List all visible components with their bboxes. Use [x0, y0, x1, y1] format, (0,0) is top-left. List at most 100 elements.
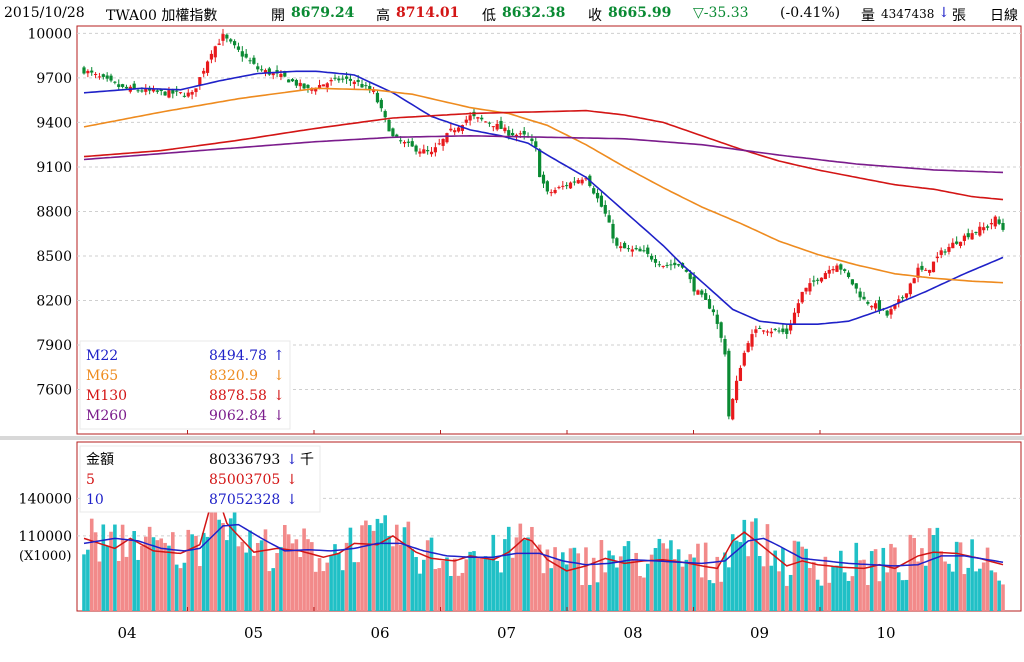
volume-bar [337, 553, 341, 611]
volume-bar [429, 537, 434, 611]
candle-body [819, 277, 824, 282]
candle-body [317, 85, 322, 89]
volume-bar [360, 525, 364, 611]
x-tick-label: 06 [370, 624, 389, 642]
candle-body [422, 149, 426, 154]
candle-body [970, 233, 974, 240]
volume-bar [530, 526, 534, 611]
candle-body [607, 215, 611, 223]
candle-body [808, 283, 812, 292]
volume-bar [375, 518, 380, 611]
volume-legend-arrow: ↓ [286, 492, 298, 508]
candle-body [476, 117, 480, 119]
volume-bar [310, 542, 314, 611]
volume-bar [526, 537, 530, 611]
candle-body [831, 269, 835, 271]
candle-body [545, 181, 549, 192]
candle-body [186, 92, 190, 97]
volume-bar [82, 554, 86, 611]
candle-body [321, 84, 326, 87]
volume-bar [433, 569, 438, 611]
volume-bar [155, 540, 160, 611]
candle-body [638, 248, 642, 252]
volume-bar [116, 560, 121, 611]
volume-bar [445, 557, 449, 611]
volume-bar [205, 536, 210, 611]
candle-body [707, 299, 712, 309]
volume-bar [703, 542, 708, 611]
candle-body [619, 246, 623, 249]
candle-body [82, 67, 86, 74]
volume-bars [82, 481, 1005, 611]
volume-bar [186, 529, 191, 611]
volume-bar [93, 532, 98, 611]
candle-body [947, 246, 951, 252]
candle-body [279, 73, 283, 77]
volume-bar [344, 542, 349, 611]
candle-body [271, 73, 275, 76]
candle-body [437, 143, 441, 145]
candle-body [263, 70, 268, 74]
candle-body [901, 297, 905, 299]
candle-body [812, 280, 816, 282]
candle-body [136, 90, 140, 92]
volume-bar [143, 536, 148, 611]
volume-bar [634, 552, 638, 611]
volume-bar [495, 560, 499, 611]
volume-bar [700, 577, 704, 611]
legend-name-m260: M260 [86, 408, 127, 424]
price-legend: M22 8494.78 ↑ M65 8320.9 ↓ M130 8878.58 ↓ M260 906… [79, 340, 291, 430]
candle-body [993, 216, 997, 227]
volume-bar [873, 549, 878, 611]
candle-body [870, 305, 874, 308]
volume-bar [618, 556, 623, 611]
volume-bar [680, 566, 685, 611]
candle-body [121, 84, 125, 87]
volume-bar [97, 561, 102, 611]
volume-bar [626, 541, 631, 611]
volume-bar [657, 538, 662, 611]
candle-body [468, 115, 472, 121]
candle-body [561, 185, 565, 187]
candle-body [653, 259, 658, 263]
volume-bar [545, 549, 550, 611]
candle-body [364, 85, 368, 87]
candle-body [781, 328, 785, 333]
volume-bar [962, 574, 967, 611]
candle-body [646, 247, 650, 254]
volume-legend-value: 87052328 [209, 492, 280, 508]
change-value: ▽-35.33 [693, 5, 749, 21]
price-tick-label: 10000 [27, 26, 72, 42]
volume-bar [665, 548, 669, 611]
period-label[interactable]: 日線 [990, 8, 1018, 24]
candle-body [140, 90, 144, 92]
candle-body [368, 85, 372, 91]
volume-bar [437, 568, 442, 611]
candle-body [117, 84, 121, 87]
volume-legend: 金額 80336793 ↓ 千5 85003705 ↓10 87052328 ↓ [79, 445, 321, 513]
candle-body [360, 83, 364, 88]
volume-bar [923, 565, 928, 611]
candle-body [746, 343, 750, 352]
candle-body [426, 150, 430, 152]
ma-line-m65 [83, 87, 1004, 284]
volume-bar [978, 568, 982, 611]
volume-bar [244, 552, 248, 611]
volume-bar [549, 568, 554, 611]
volume-bar [591, 557, 596, 611]
candle-body [383, 111, 387, 118]
volume-bar [452, 558, 457, 611]
volume-bar [267, 571, 272, 611]
volume-bar [391, 546, 395, 611]
candle-body [885, 310, 889, 316]
volume-bar [800, 546, 805, 611]
candle-body [202, 70, 206, 74]
volume-bar [607, 550, 611, 611]
volume-bar [503, 539, 507, 611]
candle-body [213, 46, 217, 58]
candle-body [97, 76, 102, 78]
volume-bar [236, 546, 241, 611]
volume-bar [723, 552, 727, 611]
candle-body [124, 86, 129, 89]
price-tick-label: 7900 [36, 338, 72, 354]
